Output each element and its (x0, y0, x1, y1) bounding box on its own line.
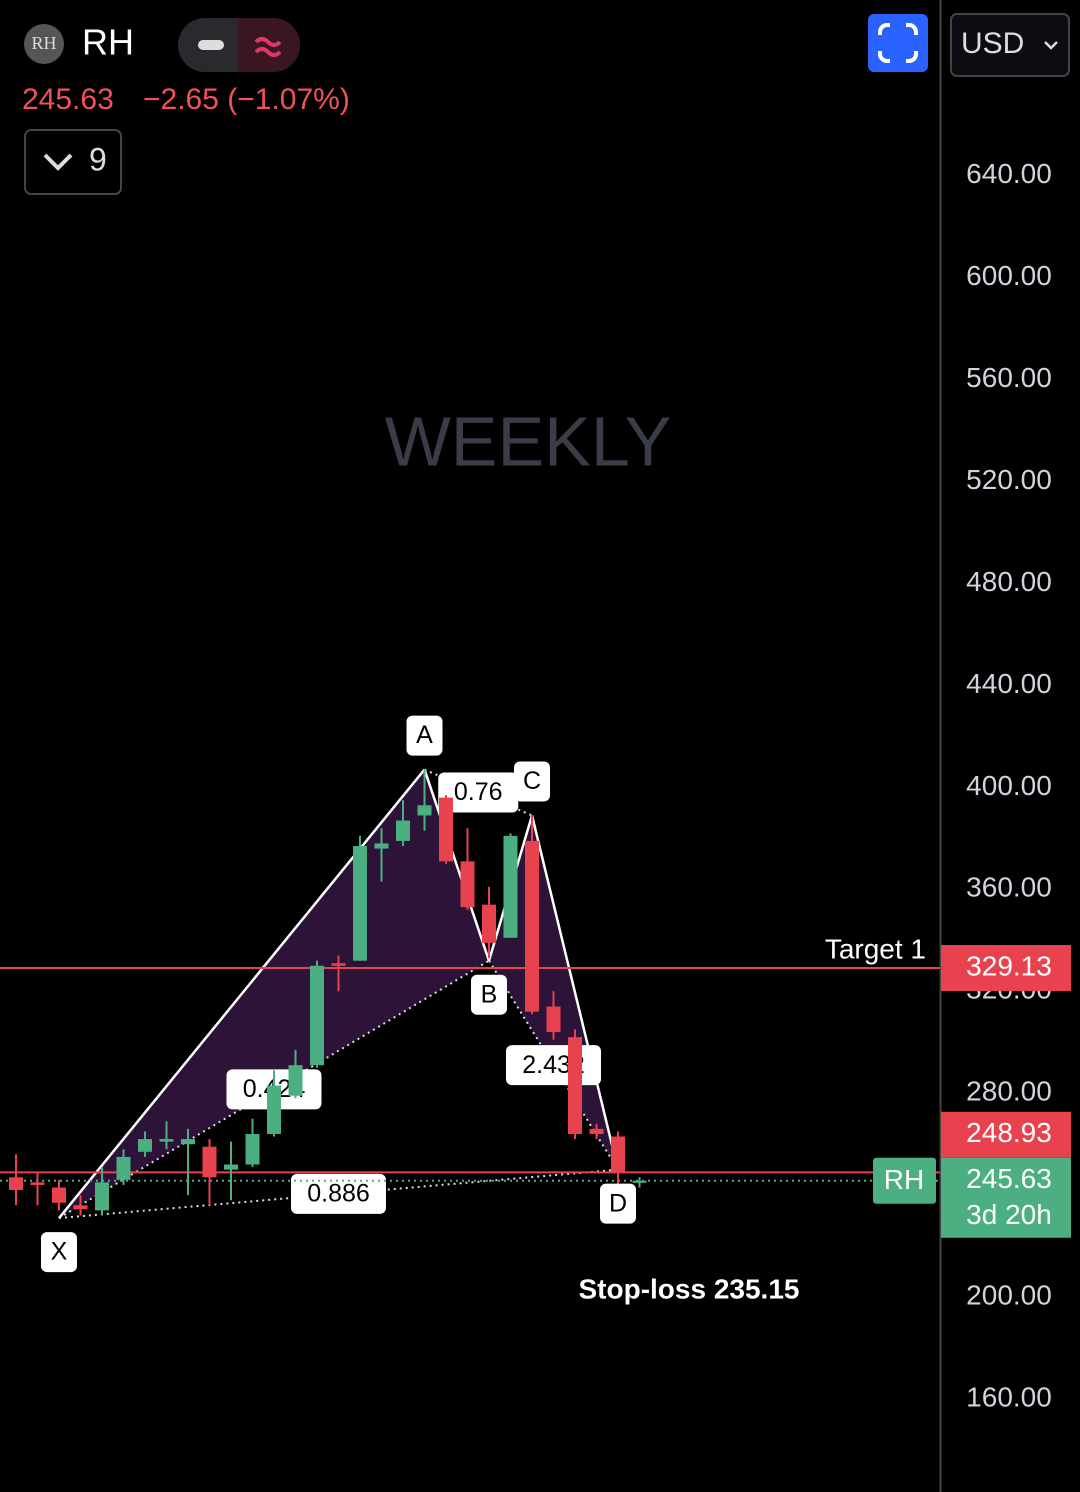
pattern-leg (58, 768, 426, 1219)
candle-body (525, 840, 539, 1012)
ratio-label: 0.76 (454, 778, 503, 806)
ratio-label: 0.886 (307, 1179, 370, 1207)
price-tag (941, 1111, 1071, 1158)
fullscreen-icon (875, 35, 921, 51)
candle-body (439, 797, 453, 862)
y-tick-label: 400.00 (966, 770, 1052, 801)
y-tick-label: 440.00 (966, 668, 1052, 699)
header: RH RH 245.63 −2.65 (−1.07%) 9 USD (22, 13, 1070, 195)
symbol: RH (82, 22, 134, 63)
currency-button[interactable] (950, 13, 1070, 77)
candle-body (138, 1139, 152, 1152)
candle-body (9, 1177, 23, 1191)
pattern-point-label: B (481, 980, 498, 1008)
candle-body (632, 1180, 647, 1183)
toggle-icon (198, 40, 224, 50)
pattern-point-box (471, 974, 507, 1015)
candle-body (116, 1156, 131, 1180)
candle-body (568, 1037, 582, 1134)
ratio-label-box (291, 1173, 386, 1214)
y-tick-label: 360.00 (966, 872, 1052, 903)
series-label-box (873, 1157, 936, 1204)
pattern-leg (530, 815, 620, 1170)
candle-body (73, 1205, 88, 1210)
chevron (43, 153, 73, 171)
candle-body (52, 1187, 66, 1203)
toggle-icon (254, 37, 282, 57)
pattern-point-box (600, 1183, 636, 1224)
y-tick-label: 160.00 (966, 1381, 1052, 1412)
candle-body (245, 1133, 260, 1165)
chevron (1044, 41, 1058, 50)
candle-body (288, 1065, 303, 1096)
series-label: RH (884, 1164, 924, 1195)
y-tick-label: 600.00 (966, 260, 1052, 291)
ratio-label-box (438, 772, 519, 813)
y-tick-label: 640.00 (966, 158, 1052, 189)
candle-body (589, 1128, 604, 1134)
level-label: Target 1 (825, 933, 926, 964)
price-tag-label: 329.13 (966, 950, 1052, 981)
pattern-point-box (406, 715, 443, 756)
indicators-count: 9 (89, 141, 107, 177)
y-tick-label: 560.00 (966, 362, 1052, 393)
candle-body (611, 1136, 625, 1173)
annotation: Stop-loss 235.15 (579, 1273, 800, 1304)
price-tag (941, 1157, 1071, 1238)
candle-body (482, 904, 496, 943)
candle-body (546, 1006, 561, 1033)
logo (24, 24, 64, 64)
pattern-point-label: D (609, 1189, 627, 1217)
candle-body (224, 1164, 238, 1170)
candle-body (417, 805, 432, 816)
candle-body (202, 1146, 217, 1178)
price: 245.63 (22, 83, 114, 116)
y-tick-label: 480.00 (966, 566, 1052, 597)
price-axis: 160.00200.00280.00320.00360.00400.00440.… (941, 158, 1071, 1412)
watermark: WEEKLY (385, 402, 672, 480)
candle-body (503, 835, 518, 938)
logo-text: RH (31, 33, 56, 53)
candle-body (353, 846, 367, 961)
price-tag-label: 245.63 (966, 1163, 1052, 1194)
countdown: 3d 20h (966, 1199, 1052, 1230)
candle-body (331, 963, 346, 966)
y-tick-label: 280.00 (966, 1076, 1052, 1107)
candle-body (267, 1085, 281, 1134)
candle-body (181, 1139, 195, 1145)
pattern-point-label: C (523, 767, 541, 795)
pattern-leg (423, 769, 491, 962)
y-tick-label: 200.00 (966, 1279, 1052, 1310)
candle-body (396, 820, 410, 841)
candle-body (310, 965, 324, 1066)
indicators-button[interactable] (24, 129, 122, 195)
currency: USD (961, 27, 1024, 60)
pattern-point-label: X (51, 1238, 68, 1266)
pattern-point-label: A (416, 721, 433, 749)
candle-body (374, 843, 389, 849)
candle-body (460, 861, 475, 908)
candle-body (30, 1182, 45, 1185)
pattern-point-box (514, 761, 550, 802)
candle-body (159, 1139, 174, 1142)
pattern-point-box (41, 1232, 77, 1273)
price-tag (941, 945, 1071, 992)
candle-body (95, 1182, 109, 1211)
y-tick-label: 520.00 (966, 464, 1052, 495)
price-tag-label: 248.93 (966, 1117, 1052, 1148)
change: −2.65 (−1.07%) (143, 83, 350, 116)
